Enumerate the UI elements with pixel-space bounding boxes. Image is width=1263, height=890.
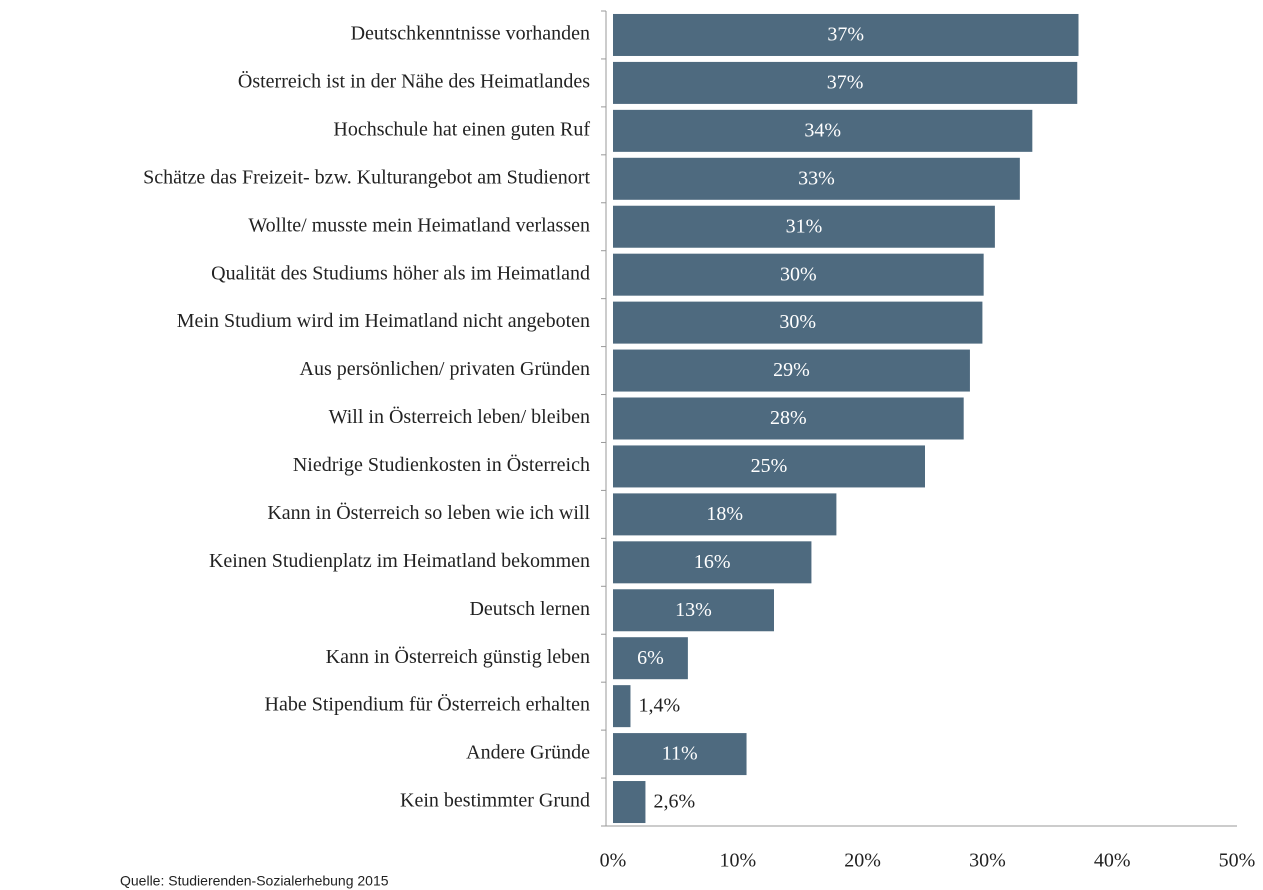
category-label: Österreich ist in der Nähe des Heimatlan… — [238, 70, 590, 93]
data-label: 13% — [675, 599, 712, 621]
data-label: 31% — [786, 215, 823, 237]
data-label: 25% — [751, 455, 788, 477]
bar — [613, 637, 688, 680]
x-tick-label: 20% — [844, 850, 881, 872]
category-label: Keinen Studienplatz im Heimatland bekomm… — [209, 550, 590, 572]
data-label: 28% — [770, 407, 807, 429]
bar — [613, 541, 812, 584]
bar — [613, 589, 774, 632]
bar — [613, 109, 1033, 152]
bar — [613, 397, 964, 440]
category-label: Schätze das Freizeit- bzw. Kulturangebot… — [143, 166, 590, 188]
category-label: Will in Österreich leben/ bleiben — [329, 405, 590, 428]
bar — [613, 13, 1079, 56]
x-tick-label: 40% — [1094, 850, 1131, 872]
category-label: Kann in Österreich günstig leben — [326, 645, 590, 668]
data-label: 29% — [773, 359, 810, 381]
category-label: Kein bestimmter Grund — [400, 790, 590, 812]
category-label: Wollte/ musste mein Heimatland verlassen — [248, 214, 590, 236]
bar — [613, 733, 747, 776]
x-tick-label: 10% — [719, 850, 756, 872]
data-label: 18% — [706, 503, 743, 525]
bar — [613, 157, 1020, 200]
data-label: 2,6% — [653, 791, 695, 813]
category-label: Niedrige Studienkosten in Österreich — [293, 453, 590, 476]
data-label: 30% — [780, 263, 817, 285]
source-note: Quelle: Studierenden-Sozialerhebung 2015 — [120, 873, 389, 889]
data-label: 30% — [779, 311, 816, 333]
data-label: 34% — [804, 119, 841, 141]
category-label: Aus persönlichen/ privaten Gründen — [300, 358, 590, 380]
x-tick-label: 0% — [600, 850, 627, 872]
data-label: 37% — [827, 24, 864, 46]
data-label: 6% — [637, 647, 664, 669]
category-label: Kann in Österreich so leben wie ich will — [267, 501, 590, 524]
category-label: Hochschule hat einen guten Ruf — [333, 118, 590, 140]
data-label: 16% — [694, 551, 731, 573]
category-label: Andere Gründe — [466, 742, 590, 764]
bar — [613, 685, 631, 728]
data-label: 11% — [662, 743, 698, 765]
category-label: Habe Stipendium für Österreich erhalten — [265, 693, 590, 716]
category-label: Mein Studium wird im Heimatland nicht an… — [177, 310, 590, 332]
category-label: Deutsch lernen — [469, 598, 590, 620]
data-label: 37% — [827, 72, 864, 94]
bar — [613, 349, 970, 392]
bar — [613, 493, 837, 536]
x-tick-label: 30% — [969, 850, 1006, 872]
data-label: 1,4% — [638, 695, 680, 717]
bar — [613, 445, 925, 488]
data-label: 33% — [798, 167, 835, 189]
bar — [613, 205, 995, 248]
category-label: Deutschkenntnisse vorhanden — [351, 23, 590, 45]
bar — [613, 781, 646, 824]
bar — [613, 61, 1078, 104]
bar — [613, 301, 983, 344]
bar — [613, 253, 984, 296]
category-label: Qualität des Studiums höher als im Heima… — [211, 262, 590, 284]
x-tick-label: 50% — [1219, 850, 1256, 872]
